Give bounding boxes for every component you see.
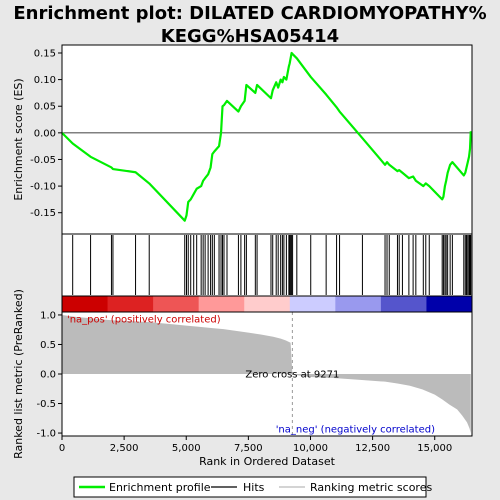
heatmap-segment	[244, 296, 291, 312]
es-plot-background	[62, 45, 472, 234]
chart-title-line: Enrichment plot: DILATED CARDIOMYOPATHY%	[13, 3, 486, 24]
ranked-y-tick-label: -1.0	[36, 429, 56, 440]
ranked-y-tick-label: -0.5	[36, 399, 56, 410]
heatmap-segment	[426, 296, 473, 312]
x-tick-label: 2,500	[110, 443, 139, 454]
heatmap-segment	[107, 296, 154, 312]
x-tick-label: 12,500	[355, 443, 390, 454]
es-y-tick-label: 0.00	[34, 128, 56, 139]
x-axis-label: Rank in Ordered Dataset	[199, 455, 336, 468]
ranked-metric-panel: 1.0 0.5 0.0 -0.5 -1.0 'na_pos' (positively co…	[12, 289, 473, 459]
ranked-y-tick-label: 0.5	[40, 340, 56, 351]
x-tick-label: 10,000	[293, 443, 328, 454]
positive-correlation-label: 'na_pos' (positively correlated)	[67, 315, 221, 326]
es-y-tick-label: 0.15	[34, 48, 56, 59]
ranked-y-tick-label: 0.0	[40, 370, 56, 381]
hits-plot-background	[61, 233, 473, 297]
chart-title-line: KEGG%HSA05414	[161, 26, 339, 47]
es-y-tick-label: -0.15	[30, 208, 56, 219]
heatmap-segment	[380, 296, 427, 312]
chart-title-group: Enrichment plot: DILATED CARDIOMYOPATHY%…	[13, 3, 486, 47]
x-tick-label: 0	[59, 443, 65, 454]
legend-label: Enrichment profile	[109, 481, 211, 494]
es-y-tick-label: 0.05	[34, 102, 56, 113]
legend-box	[73, 476, 427, 498]
heatmap-segment	[289, 296, 336, 312]
ranked-plot-frame	[61, 311, 473, 437]
es-panel: -0.15 -0.10 -0.05 0.00 0.05 0.10 0.15 Enrichmen…	[12, 44, 473, 235]
ranked-y-tick-label: 1.0	[40, 310, 56, 321]
legend: Enrichment profile Hits Ranking metric sco…	[73, 476, 432, 498]
hits-panel	[61, 233, 473, 297]
x-tick-label: 15,000	[417, 443, 452, 454]
heatmap-segment	[198, 296, 245, 312]
heatmap-segment	[62, 296, 109, 312]
ranked-y-axis-label: Ranked list metric (PreRanked)	[12, 289, 25, 459]
legend-label: Ranking metric scores	[310, 481, 432, 494]
x-axis: 0 2,500 5,000 7,500 10,000 12,500 15,000 Rank i…	[59, 436, 452, 468]
es-y-tick-label: -0.05	[30, 155, 56, 166]
es-y-tick-label: -0.10	[30, 182, 56, 193]
es-y-tick-label: 0.10	[34, 75, 56, 86]
negative-correlation-label: 'na_neg' (negatively correlated)	[276, 424, 435, 435]
es-y-axis-label: Enrichment score (ES)	[12, 78, 25, 200]
heatmap-segment	[153, 296, 200, 312]
legend-label: Hits	[243, 481, 265, 494]
x-tick-label: 5,000	[172, 443, 201, 454]
zero-cross-label: Zero cross at 9271	[245, 370, 339, 381]
heatmap-bar	[61, 295, 473, 313]
ranking-metric-area	[62, 314, 471, 434]
x-tick-label: 7,500	[234, 443, 263, 454]
heatmap-segment	[335, 296, 382, 312]
es-series-line	[61, 51, 472, 222]
